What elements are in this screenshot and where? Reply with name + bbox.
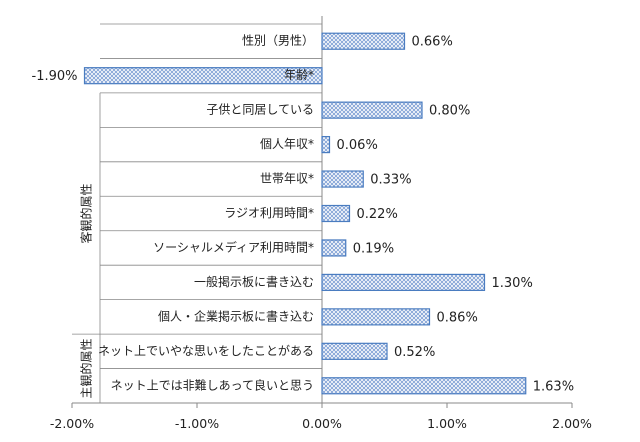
value-label: 0.06% <box>337 138 378 153</box>
category-label: ソーシャルメディア利用時間* <box>153 239 314 254</box>
bar <box>321 170 364 188</box>
x-tick-label: -2.00% <box>50 416 94 431</box>
category-label: 子供と同居している <box>206 103 314 117</box>
category-label: ネット上では非難しあって良いと思う <box>111 377 314 392</box>
category-label: ネット上でいやな思いをしたことがある <box>98 343 314 358</box>
value-label: 0.22% <box>357 207 398 222</box>
value-label: 0.52% <box>394 345 435 360</box>
bar <box>321 135 331 154</box>
category-label: 一般掲示板に書き込む <box>194 274 314 289</box>
bar <box>321 273 486 292</box>
category-label: 性別（男性） <box>242 34 314 48</box>
category-label: ラジオ利用時間* <box>224 206 314 220</box>
x-tick-label: 0.00% <box>302 416 342 431</box>
value-label: 1.63% <box>533 379 574 394</box>
bar <box>321 377 527 395</box>
value-label: 0.19% <box>353 241 394 256</box>
x-tick-label: -1.00% <box>175 416 219 431</box>
value-label: -1.90% <box>32 69 78 84</box>
group-label: 主観的属性 <box>79 339 94 399</box>
value-label: 0.66% <box>412 35 453 50</box>
bar <box>321 342 388 360</box>
value-label: 0.33% <box>370 173 411 188</box>
bar <box>321 101 423 119</box>
bar <box>321 32 406 50</box>
category-label: 個人・企業掲示板に書き込む <box>158 308 314 323</box>
x-tick-label: 1.00% <box>427 416 467 431</box>
bar <box>321 308 431 326</box>
category-label: 世帯年収* <box>260 172 314 186</box>
bar <box>321 239 347 257</box>
x-tick-label: 2.00% <box>552 416 592 431</box>
category-label: 個人年収* <box>260 137 314 151</box>
group-label: 客観的属性 <box>79 183 94 243</box>
value-label: 1.30% <box>492 276 533 291</box>
bar <box>83 67 323 85</box>
value-label: 0.80% <box>429 104 470 119</box>
category-label: 年齢* <box>284 67 314 82</box>
bar <box>321 204 351 223</box>
value-label: 0.86% <box>437 310 478 325</box>
